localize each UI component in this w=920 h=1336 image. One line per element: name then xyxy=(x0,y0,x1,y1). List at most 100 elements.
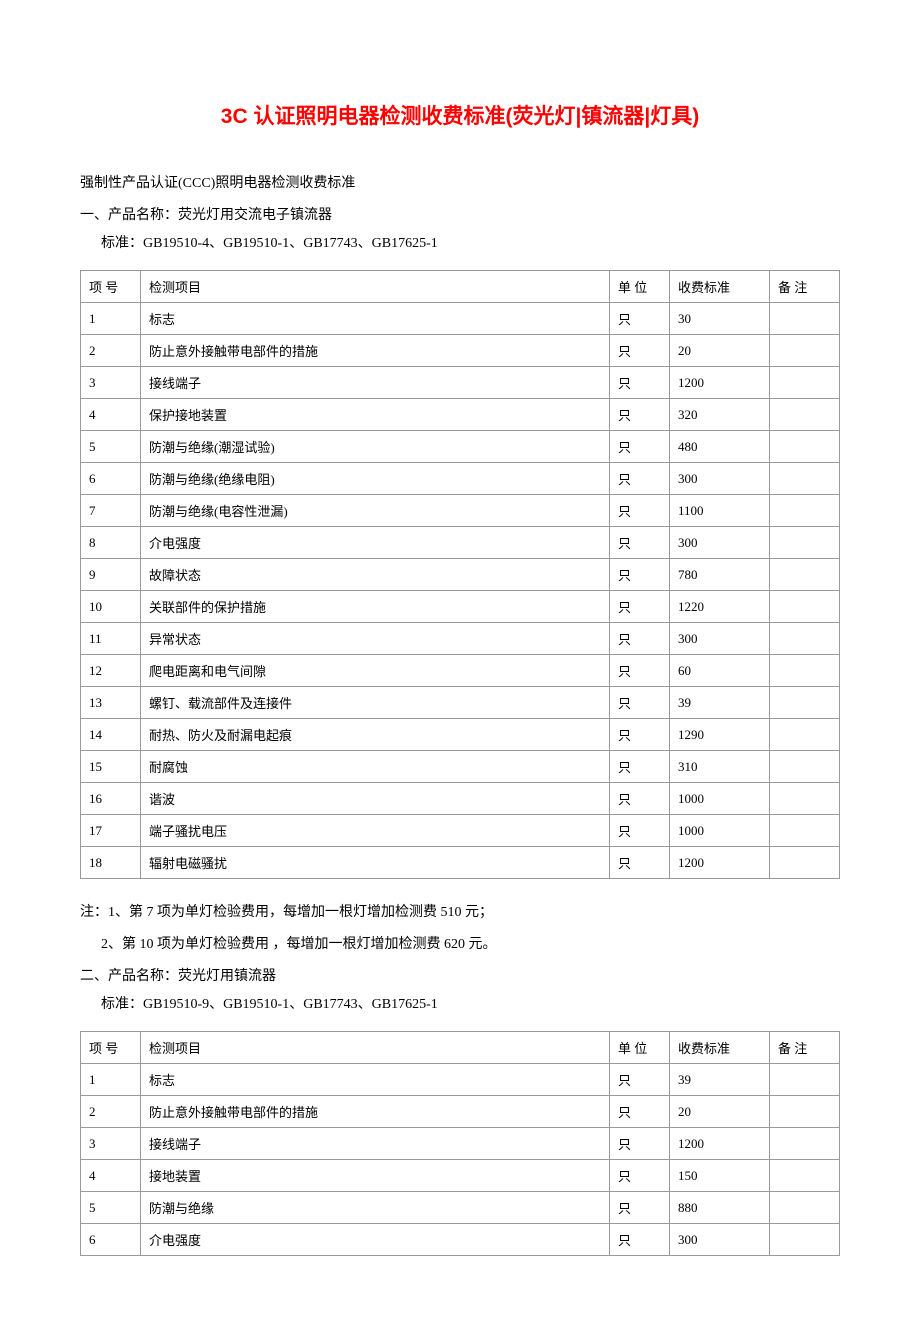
table-row: 17端子骚扰电压只1000 xyxy=(81,815,840,847)
cell-fee: 1000 xyxy=(670,815,770,847)
cell-fee: 880 xyxy=(670,1192,770,1224)
section1-note2: 2、第 10 项为单灯检验费用 ，每增加一根灯增加检测费 620 元。 xyxy=(80,931,840,959)
cell-fee: 150 xyxy=(670,1160,770,1192)
table-row: 6介电强度只300 xyxy=(81,1224,840,1256)
cell-fee: 60 xyxy=(670,655,770,687)
cell-unit: 只 xyxy=(610,751,670,783)
cell-num: 1 xyxy=(81,303,141,335)
cell-fee: 300 xyxy=(670,463,770,495)
cell-fee: 480 xyxy=(670,431,770,463)
cell-fee: 1290 xyxy=(670,719,770,751)
cell-item: 接线端子 xyxy=(141,1128,610,1160)
cell-unit: 只 xyxy=(610,623,670,655)
cell-num: 10 xyxy=(81,591,141,623)
cell-fee: 310 xyxy=(670,751,770,783)
cell-note xyxy=(770,1192,840,1224)
table-row: 1标志只39 xyxy=(81,1064,840,1096)
cell-unit: 只 xyxy=(610,1192,670,1224)
cell-unit: 只 xyxy=(610,687,670,719)
cell-num: 6 xyxy=(81,463,141,495)
table-row: 6防潮与绝缘(绝缘电阻)只300 xyxy=(81,463,840,495)
cell-item: 端子骚扰电压 xyxy=(141,815,610,847)
cell-fee: 1200 xyxy=(670,1128,770,1160)
cell-unit: 只 xyxy=(610,335,670,367)
cell-item: 防潮与绝缘(电容性泄漏) xyxy=(141,495,610,527)
cell-unit: 只 xyxy=(610,367,670,399)
section2-standard: 标准：GB19510-9、GB19510-1、GB17743、GB17625-1 xyxy=(80,991,840,1019)
section1-heading: 一、产品名称：荧光灯用交流电子镇流器 xyxy=(80,202,840,230)
cell-fee: 1220 xyxy=(670,591,770,623)
col-header-num: 项 号 xyxy=(81,1032,141,1064)
cell-fee: 1000 xyxy=(670,783,770,815)
cell-item: 接地装置 xyxy=(141,1160,610,1192)
col-header-item: 检测项目 xyxy=(141,1032,610,1064)
cell-unit: 只 xyxy=(610,1224,670,1256)
cell-num: 16 xyxy=(81,783,141,815)
cell-item: 介电强度 xyxy=(141,527,610,559)
cell-num: 2 xyxy=(81,335,141,367)
cell-item: 标志 xyxy=(141,303,610,335)
table-header-row: 项 号 检测项目 单 位 收费标准 备 注 xyxy=(81,1032,840,1064)
col-header-note: 备 注 xyxy=(770,271,840,303)
cell-note xyxy=(770,463,840,495)
intro-text: 强制性产品认证(CCC)照明电器检测收费标准 xyxy=(80,170,840,198)
cell-item: 防潮与绝缘 xyxy=(141,1192,610,1224)
cell-item: 故障状态 xyxy=(141,559,610,591)
cell-note xyxy=(770,335,840,367)
cell-item: 关联部件的保护措施 xyxy=(141,591,610,623)
cell-item: 螺钉、载流部件及连接件 xyxy=(141,687,610,719)
cell-unit: 只 xyxy=(610,1128,670,1160)
table-row: 12爬电距离和电气间隙只60 xyxy=(81,655,840,687)
cell-fee: 1200 xyxy=(670,367,770,399)
cell-note xyxy=(770,431,840,463)
cell-fee: 300 xyxy=(670,527,770,559)
cell-item: 防潮与绝缘(绝缘电阻) xyxy=(141,463,610,495)
table-row: 4保护接地装置只320 xyxy=(81,399,840,431)
table-row: 13螺钉、载流部件及连接件只39 xyxy=(81,687,840,719)
cell-note xyxy=(770,719,840,751)
cell-num: 8 xyxy=(81,527,141,559)
cell-num: 9 xyxy=(81,559,141,591)
cell-note xyxy=(770,527,840,559)
cell-num: 4 xyxy=(81,399,141,431)
cell-num: 11 xyxy=(81,623,141,655)
cell-fee: 20 xyxy=(670,1096,770,1128)
cell-unit: 只 xyxy=(610,431,670,463)
cell-unit: 只 xyxy=(610,303,670,335)
col-header-note: 备 注 xyxy=(770,1032,840,1064)
cell-note xyxy=(770,623,840,655)
cell-item: 介电强度 xyxy=(141,1224,610,1256)
table-row: 10关联部件的保护措施只1220 xyxy=(81,591,840,623)
cell-num: 7 xyxy=(81,495,141,527)
cell-fee: 30 xyxy=(670,303,770,335)
cell-fee: 39 xyxy=(670,1064,770,1096)
cell-unit: 只 xyxy=(610,1064,670,1096)
cell-num: 15 xyxy=(81,751,141,783)
table-row: 11异常状态只300 xyxy=(81,623,840,655)
col-header-unit: 单 位 xyxy=(610,1032,670,1064)
cell-note xyxy=(770,847,840,879)
cell-item: 防止意外接触带电部件的措施 xyxy=(141,335,610,367)
cell-note xyxy=(770,1224,840,1256)
cell-fee: 320 xyxy=(670,399,770,431)
table-row: 9故障状态只780 xyxy=(81,559,840,591)
table-row: 2防止意外接触带电部件的措施只20 xyxy=(81,1096,840,1128)
cell-unit: 只 xyxy=(610,1160,670,1192)
section1-standard: 标准：GB19510-4、GB19510-1、GB17743、GB17625-1 xyxy=(80,230,840,258)
cell-unit: 只 xyxy=(610,559,670,591)
table-row: 3接线端子只1200 xyxy=(81,367,840,399)
cell-num: 5 xyxy=(81,431,141,463)
cell-note xyxy=(770,655,840,687)
cell-num: 18 xyxy=(81,847,141,879)
cell-unit: 只 xyxy=(610,463,670,495)
cell-note xyxy=(770,367,840,399)
cell-note xyxy=(770,559,840,591)
cell-fee: 300 xyxy=(670,1224,770,1256)
cell-unit: 只 xyxy=(610,783,670,815)
cell-unit: 只 xyxy=(610,719,670,751)
table-section2: 项 号 检测项目 单 位 收费标准 备 注 1标志只392防止意外接触带电部件的… xyxy=(80,1031,840,1256)
cell-fee: 20 xyxy=(670,335,770,367)
cell-item: 标志 xyxy=(141,1064,610,1096)
cell-item: 耐腐蚀 xyxy=(141,751,610,783)
table-row: 5防潮与绝缘只880 xyxy=(81,1192,840,1224)
